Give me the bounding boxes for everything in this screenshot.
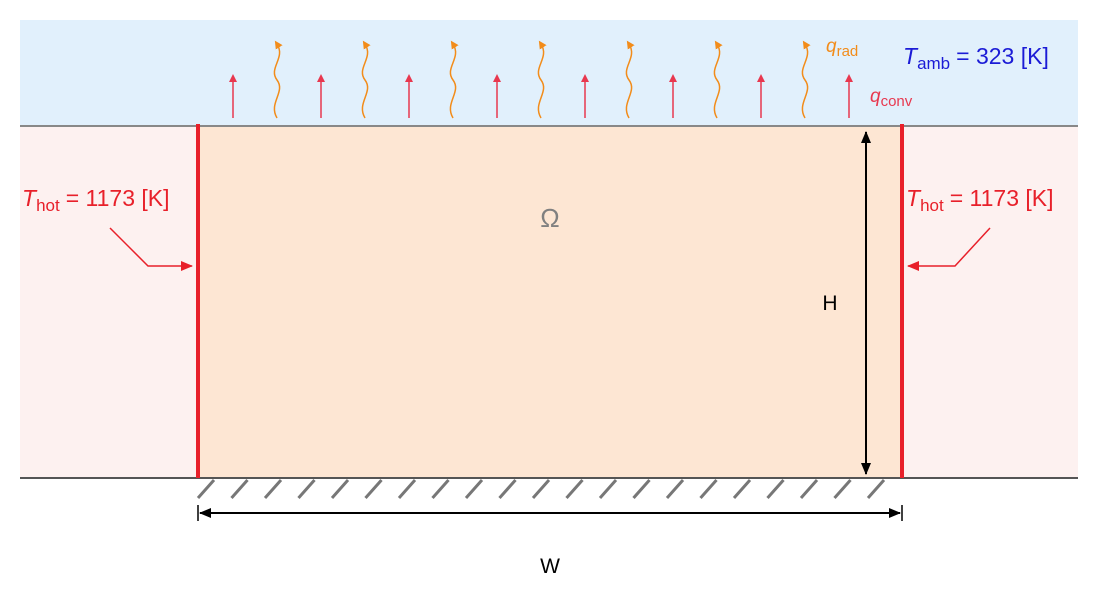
width-label: W: [540, 555, 560, 578]
hatch-line: [665, 479, 685, 499]
hatch-line: [498, 479, 517, 499]
value-text: = 323 [K]: [956, 43, 1049, 69]
right-region: [902, 126, 1078, 478]
hatch-line: [799, 479, 819, 499]
heat-flux-arrows: [229, 40, 853, 119]
t-hot-left-label: Thot = 1173 [K]: [22, 185, 170, 215]
height-label: H: [822, 292, 837, 315]
radiation-arrow: [801, 40, 811, 119]
hatch-line: [766, 479, 785, 499]
right-leader: [907, 227, 991, 271]
hatch-line: [464, 479, 484, 499]
radiation-arrow: [537, 40, 547, 119]
hatch-line: [632, 479, 651, 499]
value-text: = 1173 [K]: [950, 185, 1054, 211]
hatch-line: [866, 479, 886, 499]
subscript: amb: [917, 54, 950, 73]
value-text: = 1173 [K]: [66, 185, 170, 211]
left-region: [20, 126, 198, 478]
hatch-line: [364, 479, 383, 499]
t-hot-right-label: Thot = 1173 [K]: [906, 185, 1054, 215]
radiation-arrow: [625, 40, 635, 119]
hatch-line: [397, 479, 417, 499]
hatch-line: [833, 479, 852, 499]
hatch-line: [263, 479, 283, 499]
symbol: T: [906, 185, 922, 211]
subscript: hot: [920, 196, 944, 215]
hatch-line: [732, 479, 752, 499]
symbol: T: [903, 43, 919, 69]
q-rad-label: qrad: [826, 36, 858, 60]
radiation-arrow: [449, 40, 459, 119]
hatch-line: [699, 479, 718, 499]
subscript: rad: [837, 43, 859, 60]
symbol: q: [870, 86, 881, 107]
radiation-arrow: [361, 40, 371, 119]
hatch-line: [330, 479, 350, 499]
t-amb-label: Tamb = 323 [K]: [903, 43, 1049, 73]
subscript: hot: [36, 196, 60, 215]
hatch-line: [565, 479, 584, 499]
q-conv-label: qconv: [870, 86, 913, 110]
radiation-arrow: [273, 40, 283, 119]
hatch-line: [431, 479, 450, 499]
hatch-line: [196, 479, 216, 499]
hatch-line: [531, 479, 551, 499]
hatch-line: [598, 479, 618, 499]
domain-region: [198, 126, 902, 478]
hatching: [196, 479, 886, 499]
subscript: conv: [881, 93, 913, 110]
hatch-line: [230, 479, 249, 499]
domain-label: Ω: [540, 203, 559, 233]
left-leader: [109, 227, 193, 271]
symbol: q: [826, 36, 837, 57]
hatch-line: [297, 479, 316, 499]
radiation-arrow: [713, 40, 723, 119]
symbol: T: [22, 185, 38, 211]
ambient-region: [20, 20, 1078, 126]
